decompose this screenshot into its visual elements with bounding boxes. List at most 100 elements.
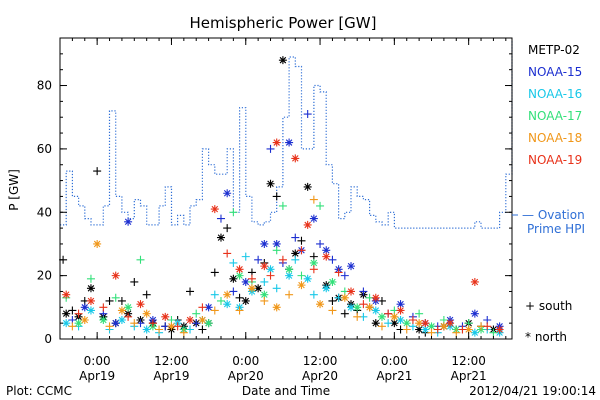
- data-point: [111, 319, 120, 328]
- data-point: [260, 290, 269, 299]
- data-point: [99, 315, 108, 324]
- data-point: [142, 290, 151, 299]
- data-point: [130, 277, 139, 286]
- data-point: [470, 277, 479, 286]
- data-point: [223, 290, 232, 299]
- data-point: [198, 325, 207, 334]
- data-point: [111, 271, 120, 280]
- data-point: [105, 296, 114, 305]
- series-noaa-18: [68, 195, 486, 337]
- x-axis-label: Date and Time: [242, 384, 330, 398]
- data-point: [241, 277, 250, 286]
- data-point: [86, 296, 95, 305]
- x-tick-time-label: 12:00: [303, 354, 338, 368]
- data-point: [309, 290, 318, 299]
- data-point: [229, 258, 238, 267]
- data-point: [371, 319, 380, 328]
- data-point: [489, 328, 498, 337]
- data-point: [464, 325, 473, 334]
- data-point: [229, 274, 238, 283]
- data-point: [309, 265, 318, 274]
- data-point: [396, 315, 405, 324]
- data-point: [483, 322, 492, 331]
- data-point: [470, 328, 479, 337]
- data-point: [247, 284, 256, 293]
- data-point: [402, 319, 411, 328]
- data-point: [365, 303, 374, 312]
- legend-item-noaa-17: NOAA-17: [528, 109, 582, 123]
- data-point: [80, 303, 89, 312]
- data-point: [278, 56, 287, 65]
- legend-ovation-label: — Ovation: [522, 208, 585, 222]
- data-point: [124, 312, 133, 321]
- data-point: [353, 303, 362, 312]
- data-point: [322, 246, 331, 255]
- data-point: [439, 322, 448, 331]
- data-point: [347, 287, 356, 296]
- data-point: [179, 328, 188, 337]
- plot-frame: [59, 37, 513, 340]
- data-point: [328, 296, 337, 305]
- data-point: [235, 293, 244, 302]
- ovation-prime-hpi-line: [60, 41, 513, 229]
- legend: METP-02 NOAA-15 NOAA-16 NOAA-17 NOAA-18 NOAA-…: [512, 43, 585, 344]
- data-point: [452, 328, 461, 337]
- data-point: [124, 303, 133, 312]
- data-point: [334, 268, 343, 277]
- data-point: [167, 322, 176, 331]
- data-point: [74, 309, 83, 318]
- data-point: [377, 322, 386, 331]
- data-point: [62, 319, 71, 328]
- data-point: [254, 284, 263, 293]
- data-point: [216, 296, 225, 305]
- data-point: [62, 290, 71, 299]
- legend-item-noaa-15: NOAA-15: [528, 65, 582, 79]
- legend-item-noaa-18: NOAA-18: [528, 131, 582, 145]
- data-point: [297, 246, 306, 255]
- data-point: [216, 233, 225, 242]
- data-point: [173, 322, 182, 331]
- data-point: [390, 319, 399, 328]
- x-tick-time-label: 0:00: [84, 354, 111, 368]
- data-point: [198, 315, 207, 324]
- data-point: [322, 284, 331, 293]
- data-point: [186, 315, 195, 324]
- y-tick-label: 0: [44, 332, 52, 346]
- data-point: [210, 290, 219, 299]
- data-point: [272, 246, 281, 255]
- data-point: [278, 255, 287, 264]
- data-point: [260, 262, 269, 271]
- data-point: [235, 265, 244, 274]
- data-point: [247, 274, 256, 283]
- data-point: [303, 182, 312, 191]
- data-point: [241, 252, 250, 261]
- data-point: [148, 319, 157, 328]
- data-point: [210, 268, 219, 277]
- data-point: [272, 138, 281, 147]
- data-point: [316, 201, 325, 210]
- data-point: [272, 303, 281, 312]
- plot-timestamp: 2012/04/21 19:00:14: [469, 384, 596, 398]
- data-point: [278, 201, 287, 210]
- data-point: [204, 303, 213, 312]
- data-point: [117, 306, 126, 315]
- data-point: [421, 319, 430, 328]
- data-point: [266, 179, 275, 188]
- data-point: [62, 309, 71, 318]
- data-point: [272, 192, 281, 201]
- y-axis-label: P [GW]: [7, 169, 21, 211]
- data-point: [266, 271, 275, 280]
- data-point: [86, 284, 95, 293]
- data-point: [142, 325, 151, 334]
- data-point: [384, 309, 393, 318]
- data-point: [470, 309, 479, 318]
- data-point: [86, 274, 95, 283]
- data-point: [93, 239, 102, 248]
- ovation-line-path: [60, 41, 513, 229]
- data-point: [93, 167, 102, 176]
- data-point: [260, 239, 269, 248]
- data-point: [309, 258, 318, 267]
- data-point: [285, 290, 294, 299]
- data-point: [216, 214, 225, 223]
